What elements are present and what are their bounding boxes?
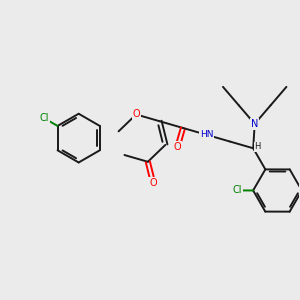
Text: H: H <box>254 142 261 151</box>
Text: Cl: Cl <box>233 185 242 195</box>
Text: HN: HN <box>200 130 213 139</box>
Text: Cl: Cl <box>39 113 49 123</box>
Text: O: O <box>149 178 157 188</box>
Text: N: N <box>251 119 258 129</box>
Text: O: O <box>174 142 181 152</box>
Text: O: O <box>132 110 140 119</box>
